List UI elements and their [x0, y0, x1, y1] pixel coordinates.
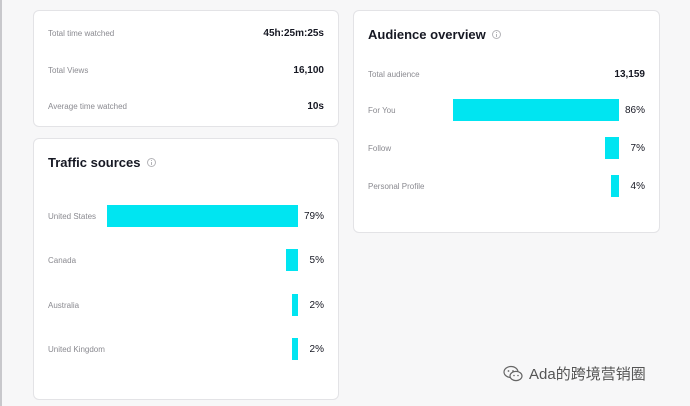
traffic-sources-heading: Traffic sources	[48, 155, 141, 170]
traffic-row-united-states: United States 79%	[34, 205, 338, 227]
watermark-text: Ada的跨境营销圈	[529, 366, 646, 383]
audience-percent: 86%	[624, 104, 645, 116]
traffic-sources-card: Traffic sources United States 79% Canada…	[33, 138, 339, 400]
audience-overview-title: Audience overview	[368, 27, 501, 42]
summary-label: Total Views	[48, 65, 89, 75]
summary-row-total-time: Total time watched 45h:25m:25s	[34, 23, 338, 43]
summary-card: Total time watched 45h:25m:25s Total Vie…	[33, 10, 339, 127]
summary-row-total-views: Total Views 16,100	[34, 60, 338, 80]
traffic-row-united-kingdom: United Kingdom 2%	[34, 338, 338, 360]
audience-total-value: 13,159	[614, 68, 645, 80]
audience-total-row: Total audience 13,159	[354, 64, 659, 84]
traffic-bar	[107, 205, 298, 227]
info-icon[interactable]	[491, 30, 501, 39]
info-icon[interactable]	[146, 158, 156, 167]
summary-value: 10s	[307, 100, 324, 112]
audience-bar	[453, 99, 619, 121]
traffic-percent: 79%	[303, 210, 324, 222]
audience-row-for-you: For You 86%	[354, 99, 659, 121]
traffic-label: United Kingdom	[48, 344, 105, 354]
window-edge	[0, 0, 2, 406]
traffic-percent: 2%	[309, 299, 324, 311]
traffic-row-australia: Australia 2%	[34, 294, 338, 316]
summary-value: 16,100	[293, 64, 324, 76]
audience-bar	[605, 137, 619, 159]
audience-percent: 4%	[630, 180, 645, 192]
summary-value: 45h:25m:25s	[263, 27, 324, 39]
traffic-percent: 5%	[309, 254, 324, 266]
traffic-percent: 2%	[309, 343, 324, 355]
traffic-label: United States	[48, 211, 97, 221]
summary-row-avg-time: Average time watched 10s	[34, 96, 338, 116]
traffic-row-canada: Canada 5%	[34, 249, 338, 271]
audience-label: Follow	[368, 143, 392, 153]
traffic-label: Australia	[48, 300, 80, 310]
traffic-bar	[292, 338, 298, 360]
audience-label: For You	[368, 105, 396, 115]
audience-row-personal-profile: Personal Profile 4%	[354, 175, 659, 197]
traffic-sources-title: Traffic sources	[48, 155, 156, 170]
audience-label: Personal Profile	[368, 181, 425, 191]
audience-overview-heading: Audience overview	[368, 27, 486, 42]
audience-overview-card: Audience overview Total audience 13,159 …	[353, 10, 660, 233]
wechat-icon	[503, 365, 523, 381]
traffic-bar	[292, 294, 298, 316]
summary-label: Average time watched	[48, 101, 128, 111]
watermark: Ada的跨境营销圈	[503, 363, 646, 384]
audience-total-label: Total audience	[368, 69, 420, 79]
traffic-bar	[286, 249, 298, 271]
traffic-label: Canada	[48, 255, 77, 265]
summary-label: Total time watched	[48, 28, 115, 38]
audience-row-follow: Follow 7%	[354, 137, 659, 159]
audience-percent: 7%	[630, 142, 645, 154]
audience-bar	[611, 175, 619, 197]
